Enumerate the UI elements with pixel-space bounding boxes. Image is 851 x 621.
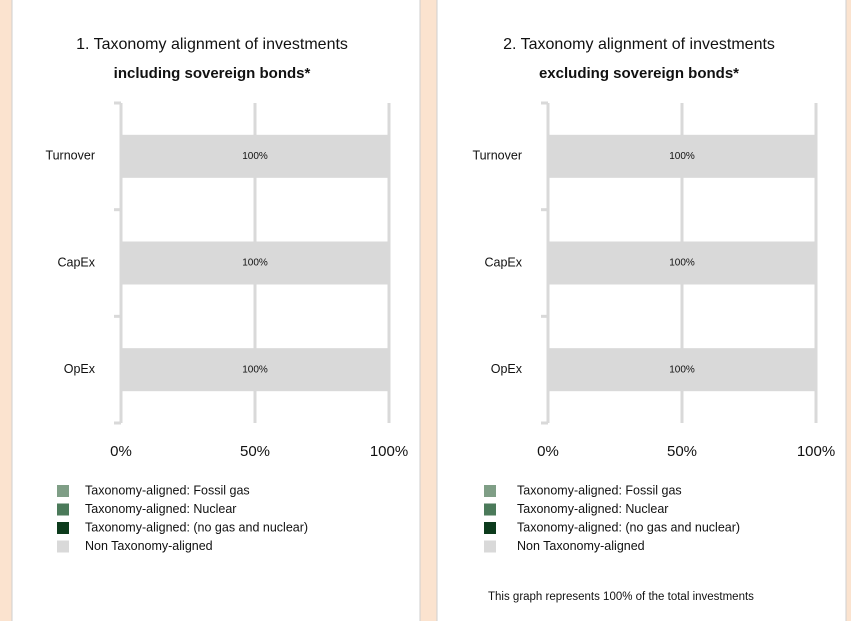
x-tick-label: 100%	[797, 443, 835, 460]
x-tick-label: 0%	[110, 443, 132, 460]
bar	[121, 348, 389, 392]
legend-swatch	[484, 503, 496, 516]
chart-subtitle: excluding sovereign bonds*	[539, 65, 739, 82]
category-label: CapEx	[484, 255, 522, 269]
x-tick-label: 0%	[537, 443, 559, 460]
bar	[121, 134, 389, 178]
value-label: 100%	[669, 364, 695, 375]
category-label: CapEx	[57, 255, 95, 269]
chart-title: 1. Taxonomy alignment of investments	[76, 36, 348, 53]
legend-swatch	[484, 485, 496, 497]
footnote: This graph represents 100% of the total …	[488, 591, 754, 603]
legend-label: Taxonomy-aligned: (no gas and nuclear)	[517, 520, 740, 534]
category-label: Turnover	[472, 149, 522, 163]
x-tick-label: 50%	[240, 443, 270, 460]
legend-label: Non Taxonomy-aligned	[85, 539, 213, 553]
bar	[548, 348, 816, 392]
x-tick-label: 100%	[370, 443, 408, 460]
legend-label: Taxonomy-aligned: Fossil gas	[517, 483, 682, 497]
legend-label: Non Taxonomy-aligned	[517, 539, 645, 553]
legend-swatch	[57, 503, 69, 516]
legend-label: Taxonomy-aligned: Fossil gas	[85, 483, 250, 497]
chart-subtitle: including sovereign bonds*	[114, 65, 311, 82]
legend-swatch	[484, 522, 496, 534]
chart-title: 2. Taxonomy alignment of investments	[503, 36, 775, 53]
value-label: 100%	[669, 258, 695, 269]
panel	[11, 0, 421, 621]
x-tick-label: 50%	[667, 443, 697, 460]
bar	[548, 241, 816, 285]
legend-swatch	[57, 522, 69, 534]
bar	[548, 134, 816, 178]
value-label: 100%	[242, 364, 268, 375]
value-label: 100%	[242, 151, 268, 162]
legend-label: Taxonomy-aligned: (no gas and nuclear)	[85, 520, 308, 534]
legend-swatch	[57, 540, 69, 553]
panel	[436, 0, 847, 621]
legend-label: Taxonomy-aligned: Nuclear	[517, 502, 668, 516]
category-label: Turnover	[45, 149, 95, 163]
category-label: OpEx	[64, 362, 96, 376]
category-label: OpEx	[491, 362, 523, 376]
legend-label: Taxonomy-aligned: Nuclear	[85, 502, 236, 516]
legend-swatch	[484, 540, 496, 553]
value-label: 100%	[242, 258, 268, 269]
legend-swatch	[57, 485, 69, 497]
bar	[121, 241, 389, 285]
value-label: 100%	[669, 151, 695, 162]
